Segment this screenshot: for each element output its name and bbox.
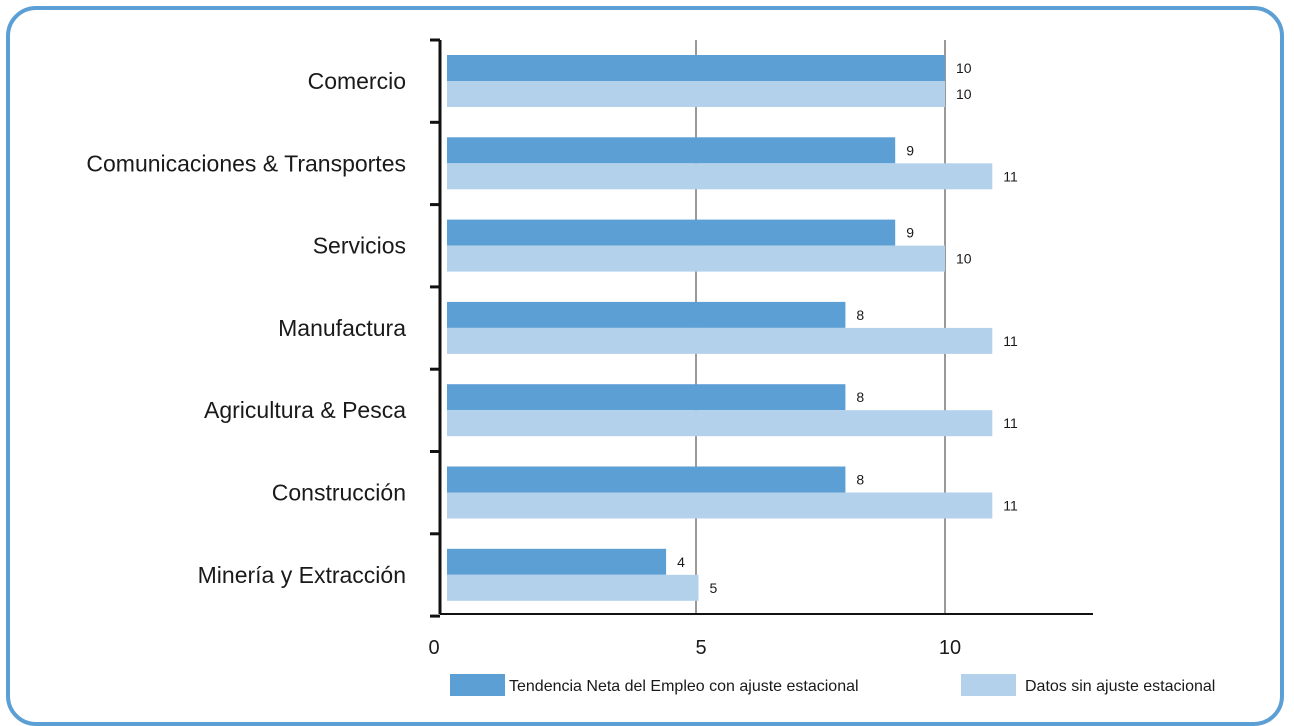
x-tick-label-0: 0 [428,637,439,659]
value-label-2-3: 10 [956,251,972,267]
bar-2-1 [447,81,945,107]
x-tick-label-5: 5 [695,637,706,659]
bar-1-2 [447,137,896,164]
bar-2-7 [447,574,699,601]
bar-1-6 [447,466,846,493]
value-label-1-7: 4 [677,554,685,570]
bar-2-2 [447,163,993,190]
value-label-1-5: 8 [856,389,864,405]
category-label-3: Servicios [313,233,406,259]
bar-1-3 [447,219,896,246]
value-label-1-4: 8 [856,307,864,323]
category-label-7: Minería y Extracción [198,562,406,588]
value-label-2-5: 11 [1003,415,1018,431]
value-label-2-1: 10 [956,86,972,102]
legend-swatch-1 [450,674,505,696]
value-label-2-4: 11 [1003,333,1018,349]
legend-swatch-2 [961,674,1016,696]
legend-label-2: Datos sin ajuste estacional [1025,678,1215,695]
x-tick-label-10: 10 [939,637,961,659]
bar-1-4 [447,301,846,328]
value-label-1-3: 9 [906,225,914,241]
value-label-2-7: 5 [709,580,717,596]
bar-1-1 [447,55,945,81]
bar-1-5 [447,384,846,411]
bar-2-5 [447,410,993,437]
category-label-5: Agricultura & Pesca [204,397,406,423]
category-label-2: Comunicaciones & Transportes [86,150,406,176]
category-label-4: Manufactura [278,315,406,341]
value-label-1-1: 10 [956,60,972,76]
bar-2-6 [447,492,993,519]
bar-2-4 [447,327,993,354]
legend-label-1: Tendencia Neta del Empleo con ajuste est… [509,678,859,695]
chart-frame [6,6,1284,726]
category-label-6: Construcción [272,480,406,506]
value-label-2-2: 11 [1003,168,1018,184]
bar-2-3 [447,245,945,272]
category-label-1: Comercio [308,68,406,94]
value-label-1-2: 9 [906,142,914,158]
value-label-2-6: 11 [1003,498,1018,514]
value-label-1-6: 8 [856,472,864,488]
bar-1-7 [447,548,667,575]
